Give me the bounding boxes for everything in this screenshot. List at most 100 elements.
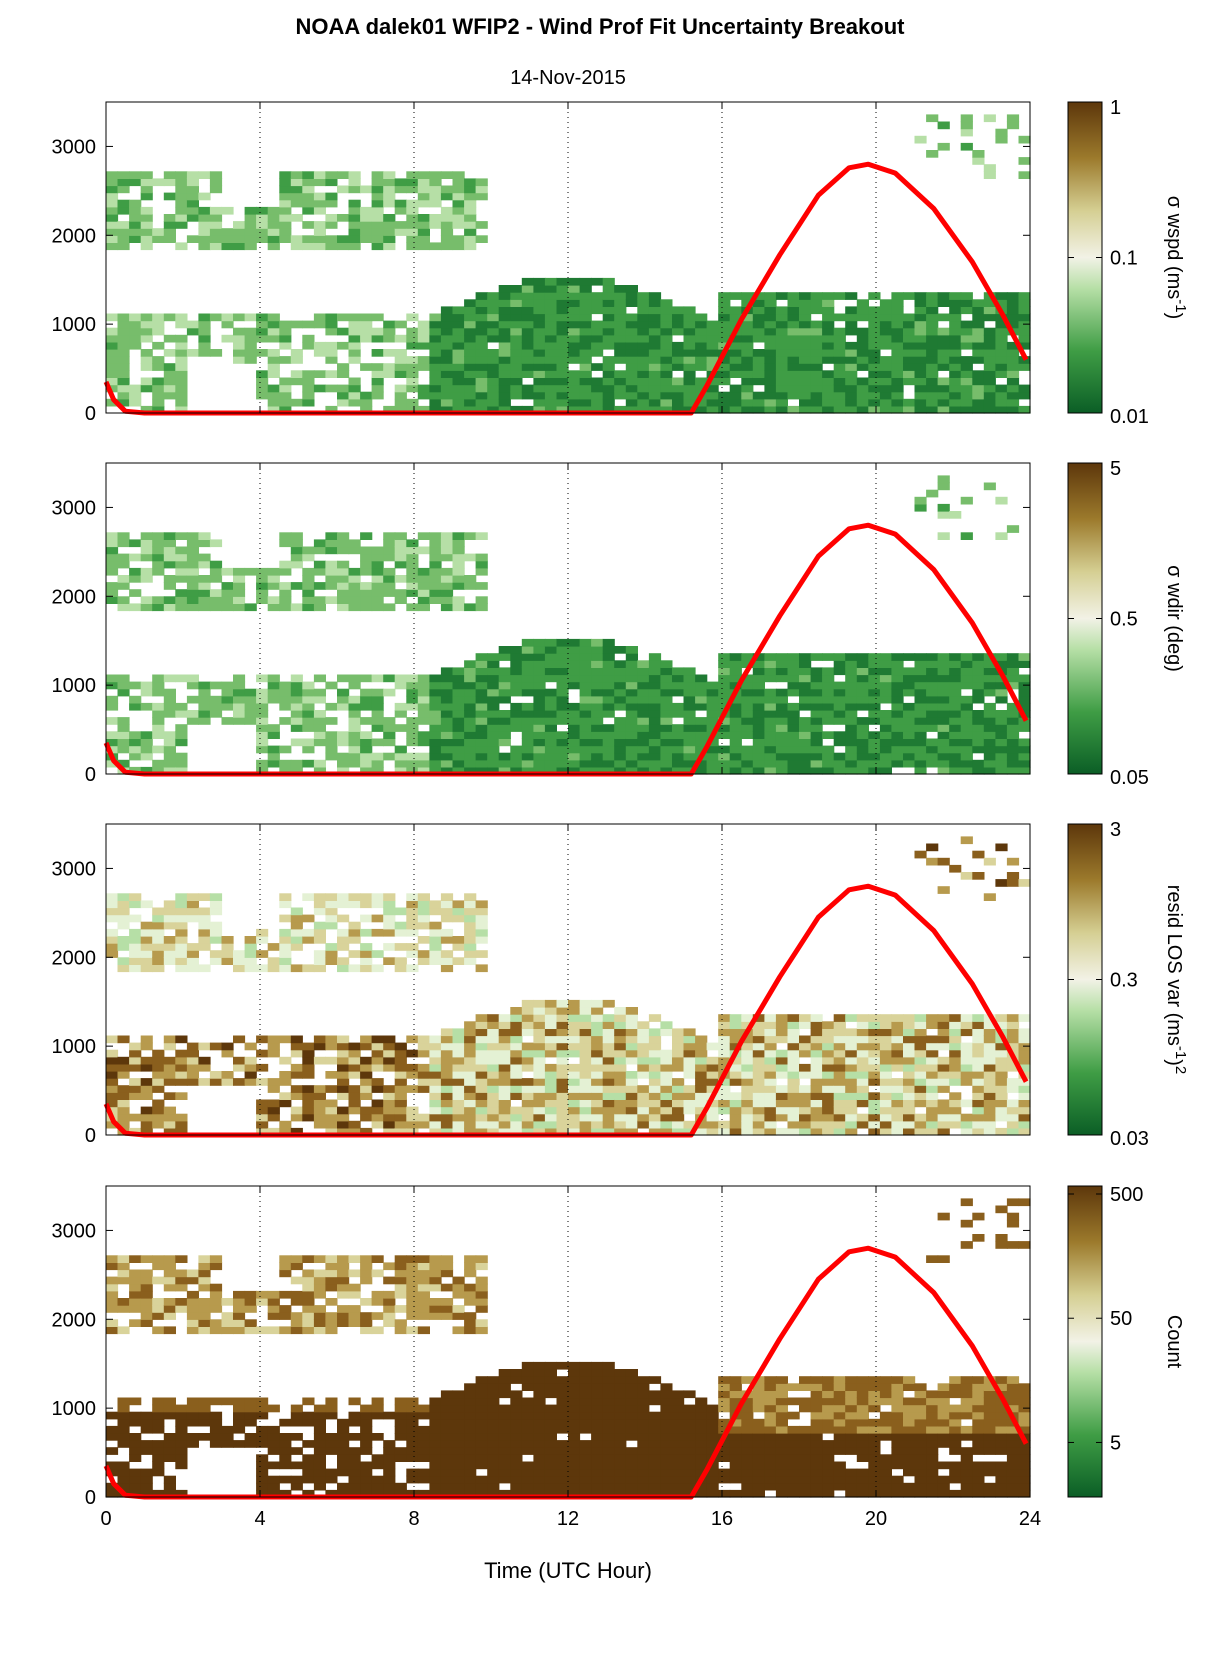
- heatmap-cell: [417, 1120, 430, 1129]
- heatmap-cell: [625, 320, 638, 329]
- heatmap-cell: [544, 1113, 557, 1122]
- heatmap-cell: [106, 377, 119, 386]
- heatmap-cell: [313, 1475, 326, 1484]
- heatmap-cell: [510, 327, 523, 336]
- heatmap-cell: [683, 391, 696, 400]
- heatmap-cell: [949, 766, 962, 775]
- heatmap-cell: [983, 1106, 996, 1115]
- heatmap-cell: [267, 313, 280, 322]
- heatmap-cell: [394, 1418, 407, 1427]
- heatmap-cell: [822, 370, 835, 378]
- heatmap-cell: [175, 1049, 188, 1058]
- heatmap-cell: [394, 596, 407, 604]
- heatmap-cell: [983, 1063, 996, 1072]
- heatmap-cell: [440, 1454, 454, 1462]
- heatmap-cell: [371, 363, 384, 371]
- heatmap-cell: [313, 1042, 326, 1051]
- heatmap-cell: [348, 1056, 361, 1065]
- heatmap-cell: [926, 1127, 939, 1136]
- heatmap-cell: [972, 384, 985, 393]
- heatmap-cell: [568, 999, 581, 1008]
- heatmap-cell: [452, 688, 465, 697]
- heatmap-cell: [233, 1425, 246, 1434]
- heatmap-cell: [383, 235, 396, 243]
- heatmap-cell: [475, 596, 488, 604]
- heatmap-cell: [452, 1326, 465, 1335]
- heatmap-cell: [775, 327, 788, 336]
- heatmap-cell: [799, 341, 812, 350]
- heatmap-cell: [475, 1035, 488, 1044]
- heatmap-cell: [949, 511, 962, 519]
- heatmap-cell: [960, 292, 973, 300]
- heatmap-cell: [429, 681, 442, 690]
- heatmap-cell: [833, 1028, 846, 1037]
- heatmap-cell: [787, 660, 800, 668]
- heatmap-cell: [914, 710, 927, 718]
- heatmap-cell: [556, 1447, 569, 1455]
- heatmap-cell: [429, 731, 442, 739]
- heatmap-cell: [637, 766, 650, 775]
- heatmap-cell: [602, 1113, 615, 1122]
- heatmap-cell: [937, 766, 950, 775]
- heatmap-cell: [440, 900, 454, 909]
- heatmap-cell: [579, 1447, 592, 1455]
- heatmap-cell: [983, 738, 996, 747]
- heatmap-cell: [1018, 1106, 1031, 1115]
- heatmap-cell: [313, 1404, 326, 1413]
- heatmap-cell: [1018, 405, 1031, 414]
- heatmap-cell: [533, 1092, 546, 1100]
- heatmap-cell: [371, 1049, 384, 1058]
- heatmap-cell: [394, 1127, 407, 1136]
- heatmap-cell: [602, 999, 615, 1008]
- heatmap-cell: [140, 327, 153, 336]
- heatmap-cell: [383, 582, 396, 590]
- heatmap-cell: [568, 1425, 581, 1434]
- heatmap-cell: [683, 1099, 696, 1108]
- heatmap-cell: [533, 1475, 546, 1484]
- heatmap-cell: [729, 1014, 742, 1022]
- heatmap-cell: [244, 1418, 257, 1427]
- heatmap-cell: [117, 893, 130, 901]
- heatmap-cell: [279, 356, 292, 364]
- heatmap-cell: [752, 745, 765, 754]
- heatmap-cell: [198, 603, 211, 612]
- heatmap-cell: [799, 349, 812, 357]
- heatmap-cell: [198, 717, 211, 725]
- heatmap-cell: [845, 1113, 858, 1122]
- heatmap-cell: [914, 1127, 927, 1136]
- heatmap-cell: [117, 1262, 130, 1271]
- heatmap-cell: [302, 398, 315, 407]
- heatmap-cell: [452, 1482, 465, 1491]
- heatmap-cell: [868, 320, 881, 329]
- heatmap-cell: [290, 710, 303, 718]
- heatmap-cell: [706, 334, 719, 343]
- heatmap-cell: [983, 660, 996, 668]
- heatmap-cell: [383, 1276, 396, 1285]
- heatmap-cell: [718, 377, 731, 386]
- heatmap-cell: [163, 603, 176, 612]
- heatmap-cell: [556, 1078, 569, 1086]
- heatmap-cell: [775, 1099, 788, 1108]
- heatmap-cell: [729, 695, 742, 704]
- heatmap-cell: [290, 356, 303, 364]
- heatmap-cell: [360, 391, 373, 400]
- heatmap-cell: [868, 688, 881, 697]
- heatmap-cell: [429, 1255, 442, 1263]
- heatmap-cell: [348, 1433, 361, 1441]
- heatmap-cell: [625, 398, 638, 407]
- heatmap-cell: [464, 1440, 477, 1448]
- heatmap-cell: [464, 1255, 477, 1263]
- heatmap-cell: [660, 377, 673, 386]
- heatmap-cell: [394, 334, 407, 343]
- heatmap-cell: [440, 185, 454, 194]
- heatmap-cell: [648, 1120, 662, 1129]
- heatmap-cell: [152, 681, 165, 690]
- heatmap-cell: [556, 660, 569, 668]
- heatmap-cell: [914, 667, 927, 676]
- heatmap-cell: [417, 171, 430, 179]
- heatmap-cell: [429, 398, 442, 407]
- heatmap-cell: [452, 681, 465, 690]
- heatmap-cell: [371, 546, 384, 555]
- heatmap-cell: [510, 1127, 523, 1136]
- heatmap-cell: [718, 766, 731, 775]
